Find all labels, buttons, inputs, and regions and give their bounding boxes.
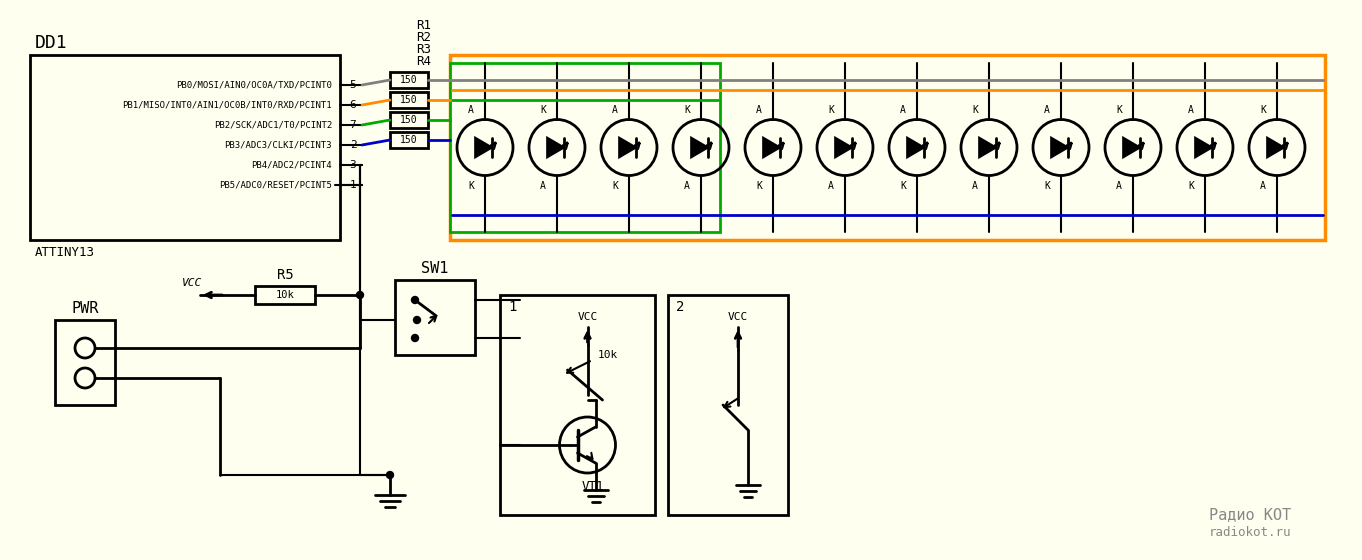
Text: PB2/SCK/ADC1/T0/PCINT2: PB2/SCK/ADC1/T0/PCINT2 (214, 120, 332, 129)
Circle shape (357, 292, 364, 298)
Circle shape (411, 334, 418, 342)
Text: 2: 2 (676, 300, 684, 314)
Text: 6: 6 (350, 100, 357, 110)
Polygon shape (691, 138, 708, 157)
Text: K: K (828, 105, 834, 114)
Text: SW1: SW1 (421, 260, 448, 276)
Text: 150: 150 (400, 135, 418, 145)
Text: 1: 1 (350, 180, 357, 190)
Text: A: A (1115, 180, 1122, 190)
Polygon shape (548, 138, 564, 157)
Text: K: K (1045, 180, 1050, 190)
Bar (449, 63, 720, 232)
Text: DD1: DD1 (35, 34, 68, 52)
Text: VT1: VT1 (582, 480, 603, 493)
Text: K: K (1188, 180, 1194, 190)
Bar (449, 55, 1325, 240)
Text: A: A (756, 105, 761, 114)
Text: R3: R3 (417, 43, 432, 55)
Text: VCC: VCC (183, 278, 202, 288)
Circle shape (411, 296, 418, 304)
Text: ATTINY13: ATTINY13 (35, 245, 95, 259)
Text: K: K (684, 105, 691, 114)
Circle shape (387, 472, 394, 478)
Bar (395, 280, 475, 355)
Text: A: A (684, 180, 691, 190)
Text: K: K (612, 180, 618, 190)
Text: 150: 150 (400, 95, 418, 105)
Polygon shape (763, 138, 780, 157)
Text: radiokot.ru: radiokot.ru (1208, 525, 1291, 539)
Text: PB5/ADC0/RESET/PCINT5: PB5/ADC0/RESET/PCINT5 (219, 180, 332, 189)
Text: 5: 5 (350, 80, 357, 90)
Text: PB4/ADC2/PCINT4: PB4/ADC2/PCINT4 (252, 161, 332, 170)
Text: K: K (900, 180, 906, 190)
Polygon shape (1196, 138, 1212, 157)
Text: VCC: VCC (727, 312, 748, 322)
Circle shape (414, 316, 421, 324)
Bar (390, 72, 428, 88)
Bar (390, 92, 428, 108)
Text: K: K (756, 180, 761, 190)
Text: 10k: 10k (275, 290, 294, 300)
Polygon shape (1124, 138, 1140, 157)
Bar (500, 295, 655, 515)
Text: PWR: PWR (71, 301, 98, 315)
Text: 10k: 10k (598, 350, 617, 360)
Text: A: A (1045, 105, 1050, 114)
Text: K: K (469, 180, 474, 190)
Bar (390, 132, 428, 148)
Text: PB1/MISO/INT0/AIN1/OC0B/INT0/RXD/PCINT1: PB1/MISO/INT0/AIN1/OC0B/INT0/RXD/PCINT1 (123, 100, 332, 110)
Text: K: K (1260, 105, 1265, 114)
Text: K: K (1115, 105, 1122, 114)
Polygon shape (475, 138, 492, 157)
Text: VCC: VCC (577, 312, 598, 322)
Text: 2: 2 (350, 140, 357, 150)
Text: PB3/ADC3/CLKI/PCINT3: PB3/ADC3/CLKI/PCINT3 (225, 141, 332, 150)
Text: A: A (612, 105, 618, 114)
Bar (54, 320, 114, 405)
Polygon shape (907, 138, 923, 157)
Text: R2: R2 (417, 30, 432, 44)
Polygon shape (979, 138, 996, 157)
Polygon shape (1267, 138, 1284, 157)
Text: Радио КОТ: Радио КОТ (1209, 507, 1291, 522)
Bar (667, 295, 789, 515)
Text: K: K (541, 105, 546, 114)
Text: R4: R4 (417, 54, 432, 68)
Text: R5: R5 (276, 268, 293, 282)
Text: 150: 150 (400, 115, 418, 125)
Text: 150: 150 (400, 75, 418, 85)
Polygon shape (835, 138, 853, 157)
Text: PB0/MOSI/AIN0/OC0A/TXD/PCINT0: PB0/MOSI/AIN0/OC0A/TXD/PCINT0 (176, 81, 332, 90)
Text: R1: R1 (417, 18, 432, 31)
Text: A: A (828, 180, 834, 190)
Text: A: A (1188, 105, 1194, 114)
Bar (30, 55, 340, 240)
Text: A: A (469, 105, 474, 114)
Text: A: A (1260, 180, 1265, 190)
Text: A: A (541, 180, 546, 190)
Bar (390, 112, 428, 128)
Text: A: A (900, 105, 906, 114)
Text: 1: 1 (508, 300, 516, 314)
Text: 7: 7 (350, 120, 357, 130)
Text: K: K (972, 105, 978, 114)
Bar (255, 286, 315, 304)
Text: 3: 3 (350, 160, 357, 170)
Polygon shape (1051, 138, 1068, 157)
Text: A: A (972, 180, 978, 190)
Polygon shape (620, 138, 636, 157)
